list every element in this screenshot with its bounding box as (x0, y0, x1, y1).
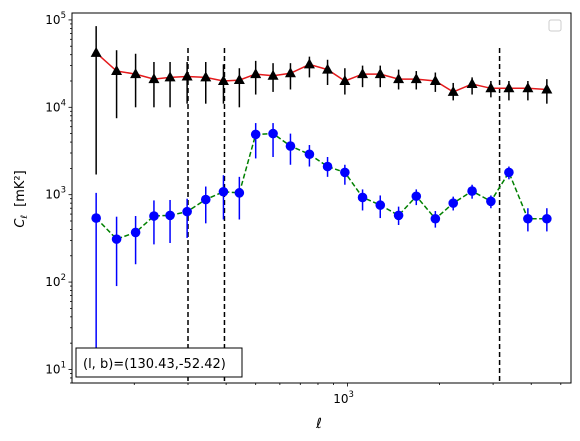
legend-box (548, 19, 562, 32)
annotation-box: (l, b)=(130.43,-52.42) (75, 347, 243, 378)
series-0-point-2 (130, 68, 142, 79)
series-0-point-0 (90, 46, 102, 57)
y-tick-label-4: 105 (45, 11, 66, 27)
series-1-point-7 (218, 186, 229, 197)
series-0-point-6 (200, 71, 212, 82)
series-1-point-22 (486, 196, 496, 207)
series-1-line (95, 132, 547, 240)
series-0-point-18 (410, 73, 422, 84)
series-0-point-22 (485, 82, 497, 93)
series-1-point-5 (182, 206, 192, 217)
plot-frame (71, 12, 572, 384)
series-0-point-23 (503, 82, 515, 93)
series-0-point-14 (339, 74, 351, 85)
series-0-point-10 (267, 69, 279, 80)
series-1-point-11 (285, 141, 296, 151)
series-1-point-24 (523, 213, 533, 224)
series-1-point-1 (111, 234, 122, 244)
series-0-point-8 (233, 74, 245, 85)
series-1-point-12 (304, 149, 315, 160)
series-0-point-13 (322, 63, 334, 74)
chart-marks (90, 26, 553, 383)
series-1-point-10 (268, 128, 278, 139)
series-1-point-8 (234, 188, 245, 198)
series-1-point-0 (91, 213, 101, 223)
y-tick-label-3: 104 (45, 98, 66, 114)
series-0-point-16 (374, 68, 386, 79)
svg-text:Cℓ[mK²]: Cℓ [mK²] (13, 170, 30, 227)
series-1-point-21 (467, 186, 477, 196)
axis-ticks: 101 102 103 104 105 103 (45, 11, 562, 406)
series-0-point-21 (466, 77, 478, 88)
y-axis-label-subscript: ℓ (20, 215, 30, 220)
series-1-point-25 (542, 213, 552, 224)
series-0-point-24 (522, 82, 534, 93)
series-0-line (95, 52, 547, 93)
series-1-point-9 (250, 129, 261, 140)
series-1-point-17 (393, 210, 404, 221)
series-0-point-9 (250, 68, 262, 79)
series-0-point-4 (164, 71, 176, 82)
series-1-point-6 (200, 194, 211, 205)
series-1-point-4 (165, 210, 175, 221)
series-1-point-19 (430, 213, 441, 224)
annotation-text: (l, b)=(130.43,-52.42) (83, 357, 226, 372)
series-0-point-3 (148, 73, 160, 84)
series-1-point-2 (130, 227, 141, 238)
y-tick-label-2: 103 (45, 186, 66, 202)
series-0-point-20 (447, 85, 459, 96)
y-axis-label-unit: [mK²] (13, 170, 28, 207)
series-1-point-13 (322, 161, 333, 172)
x-axis-label: ℓ (315, 416, 322, 432)
series-0-point-19 (429, 74, 441, 85)
y-axis-label-symbol: C (13, 218, 28, 228)
series-1-point-3 (149, 211, 159, 221)
series-0-point-17 (393, 73, 405, 84)
y-axis-label: Cℓ [mK²] (13, 170, 30, 227)
series-1-point-23 (504, 167, 514, 178)
series-1-point-20 (448, 198, 459, 208)
x-tick-label-0: 103 (333, 390, 354, 406)
series-0-point-7 (217, 74, 229, 85)
series-0-point-25 (541, 83, 553, 94)
series-1-point-16 (375, 200, 386, 210)
series-1-point-18 (411, 191, 422, 202)
y-tick-label-1: 102 (45, 273, 66, 289)
series-0-point-11 (284, 67, 296, 78)
series-1-point-14 (340, 167, 350, 178)
y-tick-label-0: 101 (45, 360, 66, 376)
series-0-point-15 (357, 68, 369, 79)
series-0-point-1 (111, 65, 123, 76)
series-0-point-5 (181, 70, 193, 81)
series-0-point-12 (303, 58, 315, 69)
series-1-point-15 (357, 192, 368, 203)
